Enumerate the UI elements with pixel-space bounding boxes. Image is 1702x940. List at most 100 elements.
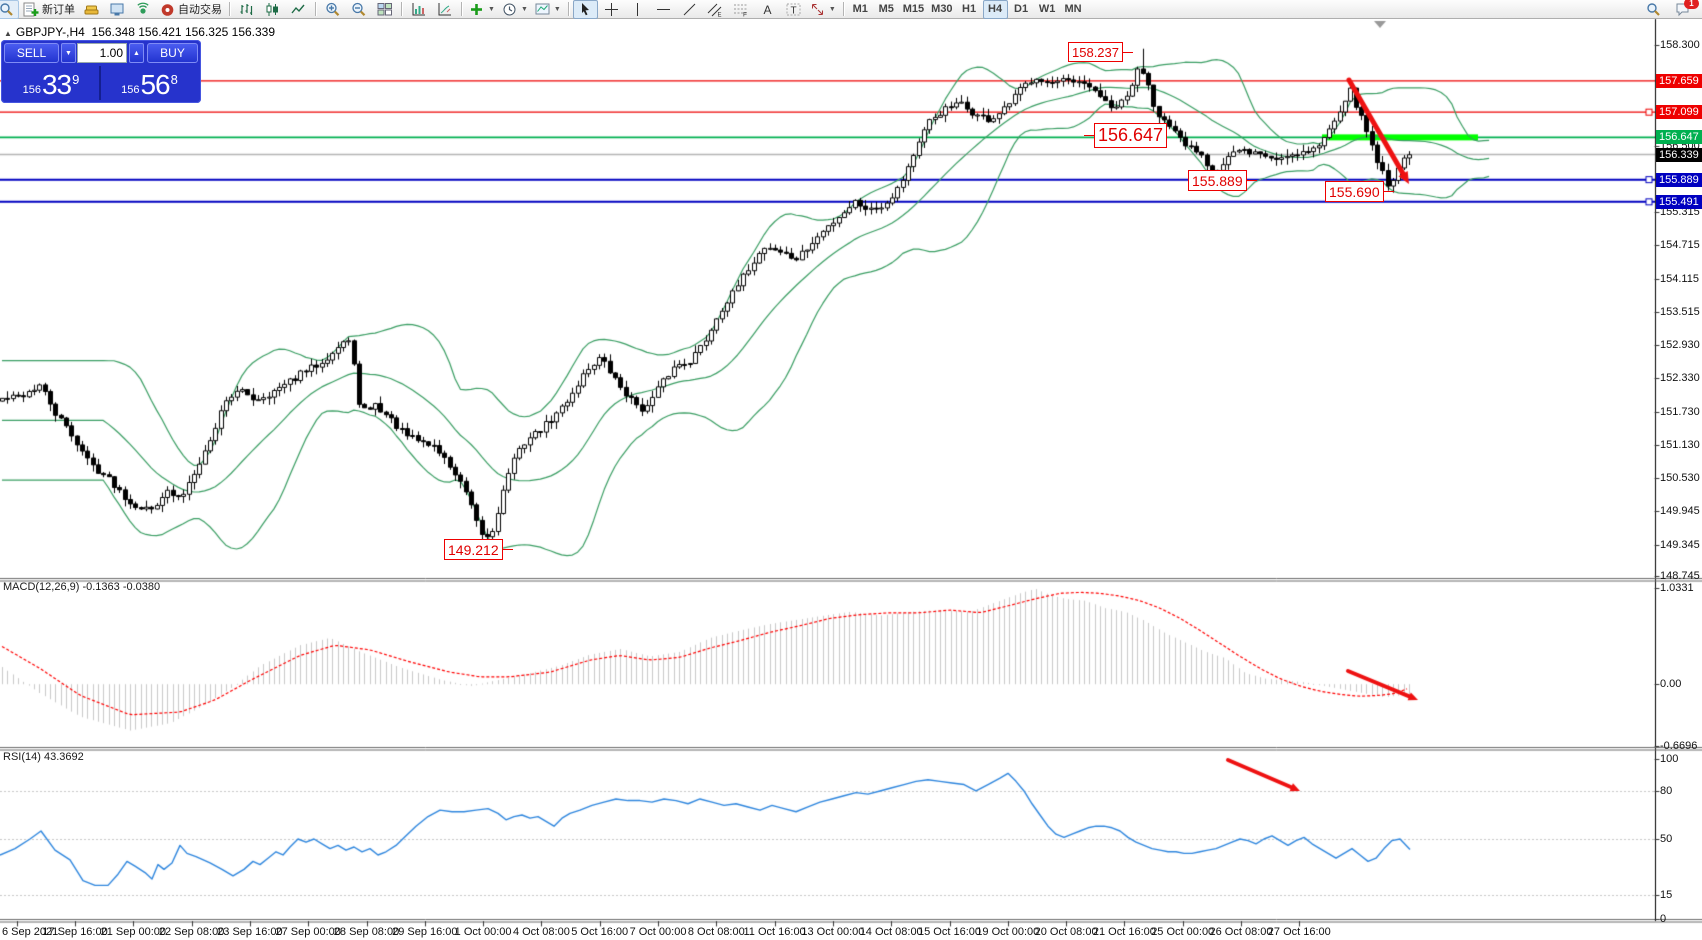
autotrading-button[interactable]: 自动交易 bbox=[157, 0, 225, 19]
chart-profiles-button[interactable] bbox=[79, 0, 104, 19]
timeframe-h1[interactable]: H1 bbox=[962, 3, 977, 15]
price-badge: 157.659 bbox=[1656, 73, 1702, 88]
time-axis-label: 8 Oct 08:00 bbox=[687, 926, 745, 938]
timeframe-mn[interactable]: MN bbox=[1064, 3, 1082, 15]
svg-text:T: T bbox=[790, 5, 796, 16]
toolbar-right: 1 bbox=[1641, 0, 1699, 19]
annotation-text: 155.889 bbox=[1192, 172, 1243, 189]
line-chart-button[interactable] bbox=[286, 0, 311, 19]
price-tick-label: 148.745 bbox=[1660, 570, 1700, 582]
annotation-text: 158.237 bbox=[1072, 44, 1119, 60]
price-badge: 155.491 bbox=[1656, 194, 1702, 209]
tile-windows-button[interactable] bbox=[372, 0, 397, 19]
collapse-panel-arrow[interactable]: ▲ bbox=[4, 29, 12, 38]
trendline-button[interactable] bbox=[677, 0, 702, 19]
ask-sup-digit: 8 bbox=[170, 72, 178, 87]
horizontal-line-button[interactable] bbox=[651, 0, 676, 19]
crosshair-button[interactable] bbox=[599, 0, 624, 19]
macd-scale-label: 0.00 bbox=[1660, 678, 1682, 691]
zoom-in-button[interactable] bbox=[320, 0, 345, 19]
indicators-button[interactable]: ▼ bbox=[471, 3, 495, 15]
rsi-scale-label: 0 bbox=[1660, 913, 1667, 925]
time-axis-label: 1 Oct 00:00 bbox=[454, 926, 512, 938]
periods-button[interactable]: ▼ bbox=[499, 0, 531, 19]
price-badge: 156.647 bbox=[1656, 130, 1702, 145]
price-badge: 156.339 bbox=[1656, 147, 1702, 162]
chat-icon[interactable]: 1 bbox=[1670, 0, 1699, 19]
volume-increment-button[interactable]: ▲ bbox=[129, 43, 144, 63]
rsi-scale-label: 100 bbox=[1660, 752, 1679, 765]
annotation-text: 149.212 bbox=[448, 541, 499, 558]
price-tick-label: 149.945 bbox=[1660, 505, 1700, 518]
time-axis-label: 25 Oct 00:00 bbox=[1151, 926, 1215, 938]
annotation-connector bbox=[1123, 51, 1133, 53]
price-annotation[interactable]: 155.889 bbox=[1188, 170, 1257, 191]
time-axis-label: 4 Oct 08:00 bbox=[512, 926, 570, 938]
time-axis-label: 27 Sep 00:00 bbox=[275, 926, 341, 938]
templates-button[interactable]: ▼ bbox=[532, 0, 564, 19]
fibonacci-button[interactable]: F bbox=[729, 0, 754, 19]
time-axis-label: 13 Oct 00:00 bbox=[801, 926, 865, 938]
ask-price[interactable]: 156 56 8 bbox=[101, 66, 198, 100]
cursor-button[interactable] bbox=[572, 0, 598, 19]
time-axis-label: 19 Oct 00:00 bbox=[976, 926, 1040, 938]
macd-indicator-label: MACD(12,26,9) -0.1363 -0.0380 bbox=[3, 581, 161, 593]
arrows-button[interactable]: ▼ bbox=[807, 0, 839, 19]
chart-shift-button[interactable] bbox=[432, 0, 457, 19]
timeframe-m30[interactable]: M30 bbox=[931, 3, 953, 15]
macd-scale-label: -0.6696 bbox=[1660, 740, 1698, 753]
time-axis-label: 11 Oct 16:00 bbox=[743, 926, 806, 938]
search-icon[interactable] bbox=[1641, 0, 1666, 19]
timeframe-m15[interactable]: M15 bbox=[902, 3, 925, 15]
toolbar-separator bbox=[567, 2, 569, 16]
timeframe-h4[interactable]: H4 bbox=[982, 0, 1008, 19]
volume-decrement-button[interactable]: ▼ bbox=[61, 43, 76, 63]
time-axis-label: 6 Sep 2021 bbox=[2, 926, 59, 938]
timeframe-d1[interactable]: D1 bbox=[1014, 3, 1029, 15]
rsi-scale-label: 80 bbox=[1660, 784, 1673, 797]
rsi-scale-label: 15 bbox=[1660, 888, 1673, 901]
price-annotation[interactable]: 149.212 bbox=[444, 539, 513, 560]
text-label-button[interactable]: T bbox=[781, 0, 806, 19]
timeframe-w1[interactable]: W1 bbox=[1038, 3, 1056, 15]
price-annotation[interactable]: 156.647 bbox=[1084, 123, 1168, 148]
ask-big-digits: 56 bbox=[140, 69, 170, 100]
time-axis-label: 20 Oct 08:00 bbox=[1034, 926, 1098, 938]
annotation-connector bbox=[1246, 180, 1257, 181]
bid-price[interactable]: 156 33 9 bbox=[3, 66, 101, 100]
text-button[interactable]: A bbox=[755, 0, 780, 19]
candlestick-chart-button[interactable] bbox=[260, 0, 285, 19]
new-order-button[interactable]: 新订单 bbox=[20, 0, 78, 19]
buy-button[interactable]: BUY bbox=[147, 43, 198, 63]
price-annotation[interactable]: 158.237 bbox=[1068, 42, 1133, 62]
price-tick-label: 152.930 bbox=[1660, 338, 1700, 351]
annotation-text: 156.647 bbox=[1098, 125, 1164, 145]
zoom-out-button[interactable] bbox=[346, 0, 371, 19]
equidistant-channel-button[interactable]: E bbox=[703, 0, 728, 19]
rsi-indicator-label: RSI(14) 43.3692 bbox=[3, 751, 84, 763]
toolbar-separator bbox=[229, 2, 230, 16]
one-click-trading-panel: SELL ▼ 1.00 ▲ BUY 156 33 9 156 56 8 bbox=[1, 40, 201, 103]
signals-button[interactable] bbox=[131, 0, 156, 19]
bid-big-digits: 33 bbox=[41, 69, 72, 100]
price-tick-label: 154.115 bbox=[1660, 272, 1699, 285]
bid-prefix: 156 bbox=[22, 84, 41, 96]
timeframe-m1[interactable]: M1 bbox=[852, 3, 868, 15]
time-axis-label: 14 Oct 08:00 bbox=[859, 926, 923, 938]
sell-button[interactable]: SELL bbox=[4, 43, 59, 63]
auto-arrange-button[interactable] bbox=[406, 0, 431, 19]
price-tick-label: 151.730 bbox=[1660, 405, 1700, 418]
market-depth-button[interactable] bbox=[105, 0, 130, 19]
time-axis-label: 26 Oct 08:00 bbox=[1209, 926, 1273, 938]
price-annotation[interactable]: 155.690 bbox=[1325, 181, 1394, 202]
time-axis-label: 17 Sep 16:00 bbox=[42, 926, 108, 938]
volume-input[interactable]: 1.00 bbox=[77, 43, 127, 63]
bar-chart-button[interactable] bbox=[234, 0, 259, 19]
search-tool-button[interactable] bbox=[0, 0, 19, 19]
price-tick-label: 154.715 bbox=[1660, 239, 1700, 252]
timeframe-m5[interactable]: M5 bbox=[878, 3, 894, 15]
time-axis-label: 15 Oct 16:00 bbox=[918, 926, 981, 938]
vertical-line-button[interactable] bbox=[625, 0, 650, 19]
